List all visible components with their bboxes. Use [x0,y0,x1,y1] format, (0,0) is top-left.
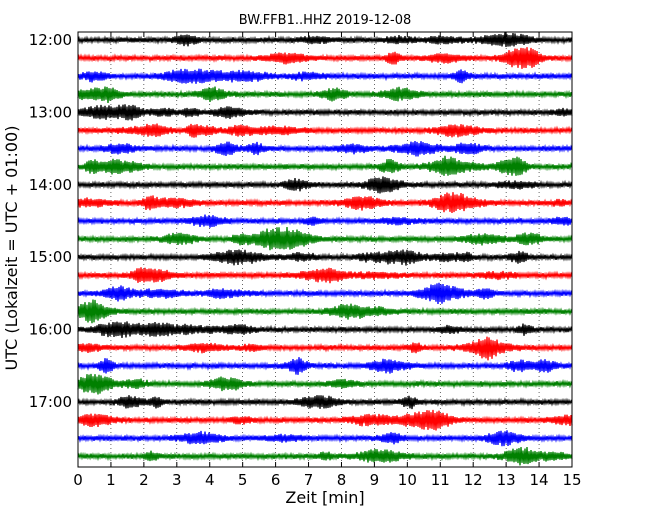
seismic-trace [77,446,573,466]
y-tick-label: 17:00 [29,393,72,411]
seismic-trace [77,86,573,103]
x-tick-label: 8 [337,471,347,489]
x-tick-label: 3 [172,471,182,489]
seismic-trace [77,267,573,284]
grid-lines [110,32,540,467]
x-tick-label: 12 [464,471,483,489]
x-tick-label: 5 [238,471,248,489]
seismic-trace [77,192,573,214]
x-tick-label: 7 [304,471,314,489]
seismic-trace [77,299,573,324]
y-tick-label: 12:00 [29,31,72,49]
seismic-trace [77,282,573,305]
y-tick-label: 15:00 [29,248,72,266]
seismic-trace [77,47,573,69]
y-axis-label: UTC (Lokalzeit = UTC + 01:00) [2,126,21,371]
y-tick-label: 16:00 [29,321,72,339]
chart-title: BW.FFB1..HHZ 2019-12-08 [239,13,412,28]
x-axis-label: Zeit [min] [285,488,364,507]
x-tick-label: 1 [106,471,116,489]
seismic-trace [77,155,573,176]
x-tick-label: 6 [271,471,281,489]
x-tick-label: 9 [370,471,380,489]
seismic-trace [77,249,573,266]
x-tick-label: 0 [73,471,83,489]
seismic-trace [77,373,573,395]
seismic-trace [77,336,573,361]
seismic-traces [77,32,573,466]
x-tick-label: 15 [562,471,581,489]
y-axis-ticks: 12:00 13:00 14:00 15:00 16:00 17:00 [29,31,572,411]
seismic-trace [77,357,573,375]
seismic-trace [77,176,573,194]
plot-frame [77,31,573,468]
y-tick-label: 14:00 [29,176,72,194]
x-tick-label: 4 [205,471,215,489]
seismic-trace [77,430,573,447]
seismic-trace [77,104,573,121]
x-tick-label: 10 [398,471,417,489]
x-tick-label: 11 [431,471,450,489]
seismic-trace [77,226,573,251]
seismic-trace [77,409,573,431]
x-tick-label: 13 [497,471,516,489]
seismic-trace [77,68,573,84]
y-tick-label: 13:00 [29,103,72,121]
x-axis-ticks: 0 1 2 3 4 5 6 7 8 9 10 11 12 13 14 15 [73,32,582,489]
seismic-trace [77,141,573,157]
seismic-trace [77,321,573,339]
seismic-trace [77,214,573,228]
seismic-trace [77,123,573,138]
seismic-trace [77,32,573,48]
x-tick-label: 2 [139,471,149,489]
seismic-trace [77,395,573,410]
x-tick-label: 14 [530,471,549,489]
